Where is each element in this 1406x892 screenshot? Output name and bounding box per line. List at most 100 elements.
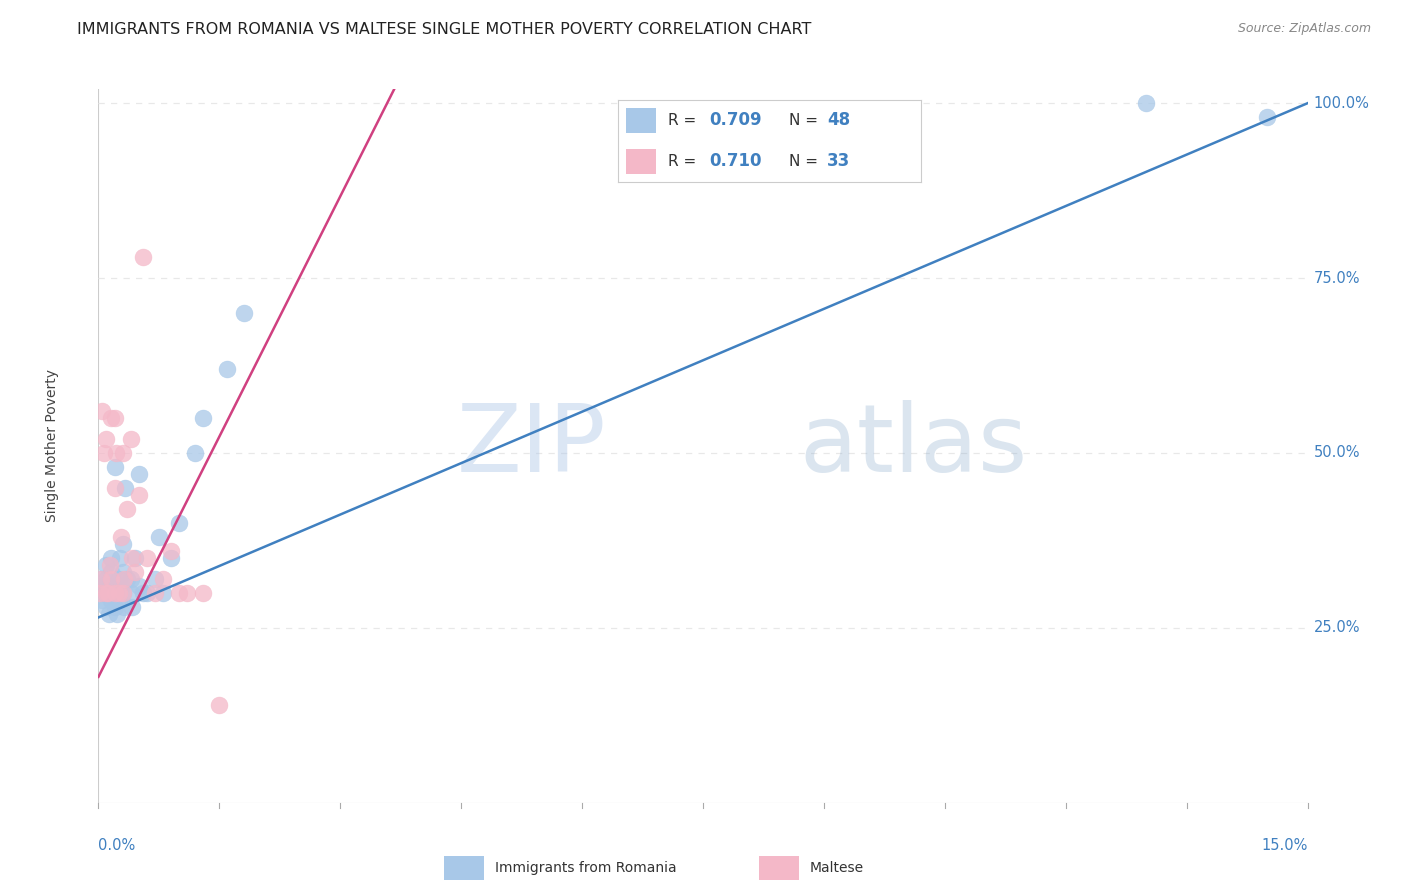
Point xyxy=(160,550,183,565)
Point xyxy=(110,579,132,593)
Point xyxy=(107,572,129,586)
Point xyxy=(143,586,166,600)
Point xyxy=(100,593,122,607)
Point xyxy=(115,502,138,516)
Point xyxy=(90,572,112,586)
Bar xyxy=(626,108,657,133)
Point xyxy=(103,599,125,614)
Point xyxy=(124,550,146,565)
Point xyxy=(90,572,112,586)
Text: 33: 33 xyxy=(827,152,851,170)
Text: ZIP: ZIP xyxy=(457,400,606,492)
Point xyxy=(105,586,128,600)
Text: N =: N = xyxy=(789,112,823,128)
Point xyxy=(160,544,183,558)
Point xyxy=(103,586,125,600)
Point xyxy=(94,586,117,600)
Point xyxy=(93,446,115,460)
Text: R =: R = xyxy=(668,153,702,169)
Point xyxy=(112,599,135,614)
Point xyxy=(89,586,111,600)
Point xyxy=(112,572,135,586)
Point xyxy=(97,586,120,600)
Text: 100.0%: 100.0% xyxy=(1313,95,1369,111)
Text: IMMIGRANTS FROM ROMANIA VS MALTESE SINGLE MOTHER POVERTY CORRELATION CHART: IMMIGRANTS FROM ROMANIA VS MALTESE SINGL… xyxy=(77,22,811,37)
Point xyxy=(1256,110,1278,124)
Point xyxy=(135,550,157,565)
Text: 25.0%: 25.0% xyxy=(1313,621,1360,635)
Text: R =: R = xyxy=(668,112,702,128)
Point xyxy=(111,586,134,600)
Point xyxy=(96,599,118,614)
Point xyxy=(91,404,114,418)
Text: 48: 48 xyxy=(827,111,851,129)
Text: atlas: atlas xyxy=(800,400,1028,492)
Point xyxy=(120,432,142,446)
Point xyxy=(96,432,118,446)
Text: Maltese: Maltese xyxy=(810,861,863,875)
Bar xyxy=(626,149,657,174)
Point xyxy=(111,537,134,551)
Text: Source: ZipAtlas.com: Source: ZipAtlas.com xyxy=(1237,22,1371,36)
Point xyxy=(120,572,142,586)
Bar xyxy=(444,856,484,880)
Point xyxy=(1135,96,1157,111)
Point xyxy=(152,572,174,586)
Point xyxy=(121,599,143,614)
Point xyxy=(132,586,155,600)
Point xyxy=(193,586,215,600)
Point xyxy=(98,558,121,572)
Point xyxy=(167,586,190,600)
Text: Single Mother Poverty: Single Mother Poverty xyxy=(45,369,59,523)
Point xyxy=(193,411,215,425)
Point xyxy=(108,550,131,565)
Point xyxy=(100,411,122,425)
Point xyxy=(100,565,122,579)
Point xyxy=(97,607,120,621)
Point xyxy=(128,488,150,502)
Point xyxy=(107,593,129,607)
Point xyxy=(167,516,190,530)
Point xyxy=(105,446,128,460)
Point xyxy=(110,530,132,544)
Point xyxy=(91,593,114,607)
Point xyxy=(232,306,254,320)
Point xyxy=(96,586,118,600)
Text: 0.709: 0.709 xyxy=(709,111,762,129)
Text: 0.0%: 0.0% xyxy=(98,838,135,853)
Point xyxy=(128,467,150,481)
Point xyxy=(217,362,239,376)
Point xyxy=(98,579,121,593)
Point xyxy=(208,698,231,712)
Point xyxy=(152,586,174,600)
Point xyxy=(128,579,150,593)
Point xyxy=(135,586,157,600)
Text: N =: N = xyxy=(789,153,823,169)
Point xyxy=(176,586,198,600)
Point xyxy=(114,481,136,495)
Point xyxy=(103,460,125,475)
Point xyxy=(111,565,134,579)
Point xyxy=(91,579,114,593)
Point xyxy=(184,446,207,460)
Point xyxy=(111,586,134,600)
Point xyxy=(101,586,124,600)
Point xyxy=(132,250,155,264)
Point xyxy=(100,572,122,586)
Point xyxy=(121,550,143,565)
Point xyxy=(103,579,125,593)
Point xyxy=(148,530,170,544)
Point xyxy=(124,565,146,579)
Point xyxy=(96,558,118,572)
Bar xyxy=(759,856,799,880)
Point xyxy=(97,586,120,600)
Text: 50.0%: 50.0% xyxy=(1313,445,1360,460)
Point xyxy=(105,607,128,621)
Text: Immigrants from Romania: Immigrants from Romania xyxy=(495,861,676,875)
Text: 0.710: 0.710 xyxy=(709,152,762,170)
Point xyxy=(103,411,125,425)
Point xyxy=(107,586,129,600)
Point xyxy=(96,572,118,586)
Point xyxy=(115,572,138,586)
Point xyxy=(103,481,125,495)
